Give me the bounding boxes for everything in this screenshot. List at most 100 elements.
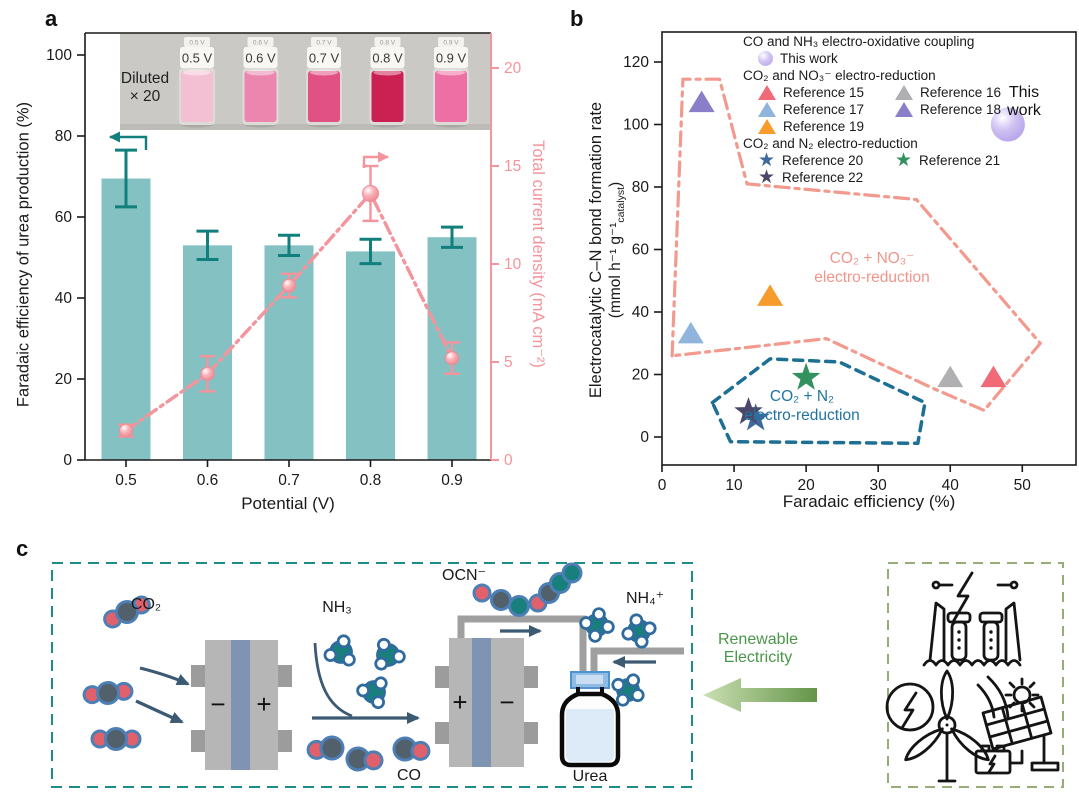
renewable-electricity-arrow (703, 678, 817, 712)
bar-0.5V (101, 178, 151, 460)
a-x-tick-label: 0.9 (441, 472, 463, 489)
panel-b-y-axis-title-line2: (mmol h⁻¹ g⁻¹catalyst) (606, 20, 627, 480)
ocn-pipe (457, 615, 587, 672)
panel-b-y-axis-title-line1: Electrocatalytic C–N bond formation rate (587, 101, 605, 399)
legend-star-icon: ★ (758, 150, 776, 171)
renewable-label-line1: Renewable (717, 631, 799, 648)
legend-triangle-icon (758, 102, 776, 117)
a-left-tick-label: 80 (55, 128, 73, 145)
vial-0.5V: 0.5 V 0.5 V (179, 37, 215, 128)
b-y-tick-label: 80 (632, 179, 650, 196)
legend-entry-label: Reference 22 (782, 170, 864, 185)
a-left-tick-label: 40 (55, 290, 73, 307)
current-density-marker-0.9V (445, 351, 459, 366)
a-right-tick-label: 15 (504, 158, 521, 175)
battery-icon (974, 744, 1024, 775)
legend-entry-label: This work (780, 51, 838, 66)
svg-text:0.8 V: 0.8 V (380, 40, 396, 47)
b-x-tick-label: 50 (1014, 477, 1032, 494)
legend-entry-label: Reference 21 (919, 153, 1001, 168)
legend-group-header: CO₂ and N₂ electro-reduction (743, 136, 918, 151)
a-left-tick-label: 0 (63, 452, 72, 469)
point-reference-18 (688, 90, 715, 113)
urea-label: Urea (572, 768, 608, 785)
legend-entry: ★ Reference 22 (743, 167, 880, 188)
legend-entry-label: Reference 18 (920, 102, 1002, 117)
left-axis-arrow (109, 131, 148, 150)
legend-entry-label: Reference 16 (920, 85, 1002, 100)
region-outline-co2-no3 (670, 77, 1042, 412)
legend-star-icon: ★ (895, 150, 913, 171)
panel-b-plot: 0 20 40 60 80 100 120 0 10 20 30 40 50 (623, 31, 1077, 494)
region-label-co2-n2-line1: CO₂ + N₂ (769, 388, 835, 405)
nh3-molecules (322, 630, 408, 712)
region-label-co2-n2-line2: electro-reduction (744, 407, 860, 424)
b-x-tick-label: 10 (725, 477, 743, 494)
b-y-tick-label: 40 (632, 304, 650, 321)
a-right-tick-label: 20 (504, 60, 522, 77)
panel-a-left-axis-title: Faradaic efficiency of urea production (… (14, 101, 33, 408)
vial-0.9V: 0.9 V 0.9 V (433, 37, 469, 128)
co-label: CO (397, 767, 421, 784)
point-reference-16 (937, 365, 964, 388)
right-axis-arrow (362, 151, 389, 168)
region-outline-co2-n2 (710, 357, 927, 446)
legend-group-header: CO₂ and NO₃⁻ electro-reduction (743, 68, 936, 83)
a-right-tick-label: 10 (504, 256, 522, 273)
panel-a-right-axis-title: Total current density (mA cm⁻²) (529, 140, 547, 368)
renewable-label-line2: Electricity (723, 649, 793, 666)
current-density-marker-0.7V (282, 278, 296, 293)
b-x-tick-label: 0 (658, 477, 667, 494)
legend-entry-label: Reference 20 (782, 153, 864, 168)
bar-0.6V (183, 245, 232, 460)
legend-triangle-icon (758, 85, 776, 100)
svg-text:0.7 V: 0.7 V (309, 51, 340, 66)
b-x-tick-label: 30 (870, 477, 888, 494)
vial-0.8V: 0.8 V 0.8 V (369, 37, 406, 128)
lightning-icon (951, 571, 974, 624)
svg-text:0.9 V: 0.9 V (443, 40, 459, 47)
nh4-pipe (590, 647, 684, 672)
a-x-tick-label: 0.7 (278, 472, 300, 489)
panel-c-scheme: − + (0, 535, 1079, 799)
legend-star-icon: ★ (758, 167, 776, 188)
point-this-work (990, 107, 1025, 142)
legend-entry: Reference 15 (743, 84, 880, 101)
cell1-anode-sign: + (256, 689, 271, 719)
svg-text:0.7 V: 0.7 V (316, 40, 332, 47)
legend-entry: Reference 17 (743, 101, 880, 118)
svg-text:0.5 V: 0.5 V (189, 40, 205, 47)
b-y-tick-label: 100 (623, 117, 649, 134)
efficiency-error-bar-0.8V (359, 237, 382, 266)
urea-bottle (559, 671, 621, 768)
region-label-co2-no3-line2: electro-reduction (814, 269, 930, 286)
point-reference-15 (980, 365, 1007, 388)
cell2-anode-sign: + (452, 687, 467, 717)
panel-a-x-axis-title: Potential (V) (241, 494, 335, 513)
bar-0.8V (346, 251, 395, 460)
electrolyzer-cell-1: − + (191, 640, 292, 770)
legend-entry: ★ Reference 20 (743, 150, 880, 171)
a-x-tick-label: 0.8 (360, 472, 382, 489)
legend-entry-label: Reference 19 (783, 119, 865, 134)
vial-0.6V: 0.6 V 0.6 V (242, 37, 279, 128)
efficiency-error-bar-0.7V (278, 233, 300, 257)
inset-dilution-note-line1: Diluted (120, 70, 170, 87)
legend-entry: Reference 18 (880, 101, 1017, 118)
hydroelectric-dam-icon (922, 571, 1022, 667)
renewable-box (887, 562, 1064, 788)
panel-a-bar-chart: 0.5 V 0.5 V 0.6 V 0.6 V 0.7 V 0.7 V 0.8 V 0.8 V… (0, 0, 560, 535)
panel-b-legend: CO and NH₃ electro-oxidative coupling Thi… (743, 33, 1017, 188)
efficiency-error-bar-0.9V (441, 225, 463, 249)
cell2-cathode-sign: − (499, 687, 514, 717)
co2-label: CO₂ (130, 596, 162, 613)
panel-b-y-axis-title: Electrocatalytic C–N bond formation rate… (587, 20, 633, 480)
legend-sphere-icon (758, 51, 773, 66)
current-density-marker-0.6V (200, 366, 215, 381)
nh3-mixing-curve (313, 642, 353, 718)
point-reference-21 (791, 362, 821, 390)
vial-0.7V: 0.7 V 0.7 V (306, 37, 342, 128)
efficiency-error-bar-0.5V (115, 148, 137, 209)
a-left-tick-label: 60 (55, 209, 73, 226)
solar-panel-icon (981, 695, 1060, 772)
